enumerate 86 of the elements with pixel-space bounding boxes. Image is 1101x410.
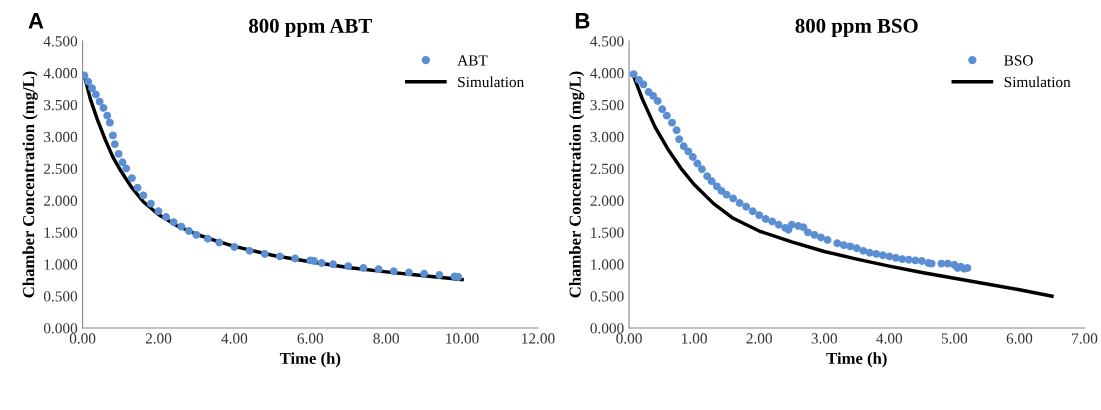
y-tick-label: 1.000 [591, 259, 624, 270]
point [146, 199, 155, 208]
x-tick-label: 0.00 [69, 333, 96, 344]
point [435, 271, 444, 280]
y-axis-title: Chamber Concentration (mg/L) [22, 71, 38, 298]
point [329, 260, 338, 269]
y-tick-label: 0.000 [590, 323, 624, 334]
point [203, 234, 212, 243]
x-tick-label: 0.00 [616, 333, 642, 344]
point [110, 140, 119, 149]
y-tick-label: 2.000 [590, 195, 624, 206]
point [389, 267, 398, 276]
point [118, 158, 127, 167]
y-tick-label: 2.500 [590, 163, 624, 175]
y-tick-label: 4.000 [43, 68, 78, 79]
x-tick-label: 6.00 [297, 333, 324, 344]
x-tick-label: 3.00 [811, 333, 838, 344]
legend-label: Simulation [1004, 76, 1071, 88]
y-tick-label: 1.500 [44, 227, 78, 238]
y-axis-title: Chamber Concentration (mg/L) [569, 71, 585, 298]
y-tick-label: 3.500 [590, 99, 624, 111]
point [88, 84, 97, 93]
x-tick-label: 5.00 [941, 333, 968, 344]
point [84, 77, 93, 86]
y-tick-label: 3.500 [44, 99, 78, 111]
x-tick-label: 10.00 [446, 333, 479, 344]
y-tick-label: 3.000 [44, 131, 78, 143]
point [108, 131, 117, 140]
point [184, 227, 193, 236]
x-axis-title: Time (h) [826, 352, 887, 368]
y-tick-label: 0.500 [590, 291, 624, 302]
chart-title: 800 ppm ABT [249, 18, 372, 38]
point [162, 213, 171, 221]
point [169, 218, 178, 227]
x-tick-label: 12.00 [522, 333, 555, 344]
point [114, 149, 123, 158]
x-tick-label: 8.00 [373, 333, 399, 344]
point [127, 174, 136, 183]
y-tick-label: 2.000 [44, 195, 78, 206]
point [405, 268, 413, 277]
point [344, 262, 353, 271]
point [275, 252, 284, 261]
text: A [28, 13, 44, 29]
x-tick-label: 6.00 [1006, 333, 1033, 344]
y-tick-label: 4.500 [43, 36, 78, 47]
x-tick-label: 1.00 [682, 333, 707, 344]
point [103, 111, 112, 120]
y-tick-label: 4.000 [590, 68, 624, 79]
point [192, 230, 201, 239]
point [105, 118, 114, 127]
point [122, 164, 131, 173]
x-axis-title: Time (h) [279, 352, 341, 368]
x-tick-label: 4.00 [876, 333, 903, 344]
x-tick-label: 7.00 [1072, 333, 1098, 344]
legend-label: BSO [1004, 55, 1033, 66]
chart-title: 800 ppm BSO [795, 18, 918, 38]
point [133, 183, 142, 192]
point [317, 258, 326, 267]
point [420, 269, 429, 278]
y-tick-label: 4.500 [590, 36, 624, 47]
point [215, 238, 224, 247]
y-tick-label: 1.500 [591, 227, 624, 238]
point [230, 243, 239, 251]
legend-label: ABT [457, 55, 488, 66]
point [95, 97, 104, 106]
point [374, 265, 383, 274]
point [260, 250, 269, 258]
point [91, 90, 100, 99]
y-tick-label: 0.500 [43, 291, 78, 302]
y-tick-label: 2.500 [44, 163, 78, 175]
point [291, 254, 300, 263]
legend-label: Simulation [458, 76, 525, 88]
point [82, 71, 89, 80]
point [99, 104, 108, 112]
text: B [575, 13, 590, 29]
x-tick-label: 2.00 [746, 333, 772, 344]
point [139, 191, 148, 200]
point [154, 207, 163, 216]
y-tick-label: 3.000 [590, 131, 624, 143]
point [245, 246, 254, 255]
point [359, 264, 368, 273]
point [177, 222, 186, 231]
y-tick-label: 1.000 [44, 259, 78, 270]
y-tick-label: 0.000 [43, 323, 78, 334]
x-tick-label: 4.00 [221, 333, 248, 344]
x-tick-label: 2.00 [145, 333, 172, 344]
